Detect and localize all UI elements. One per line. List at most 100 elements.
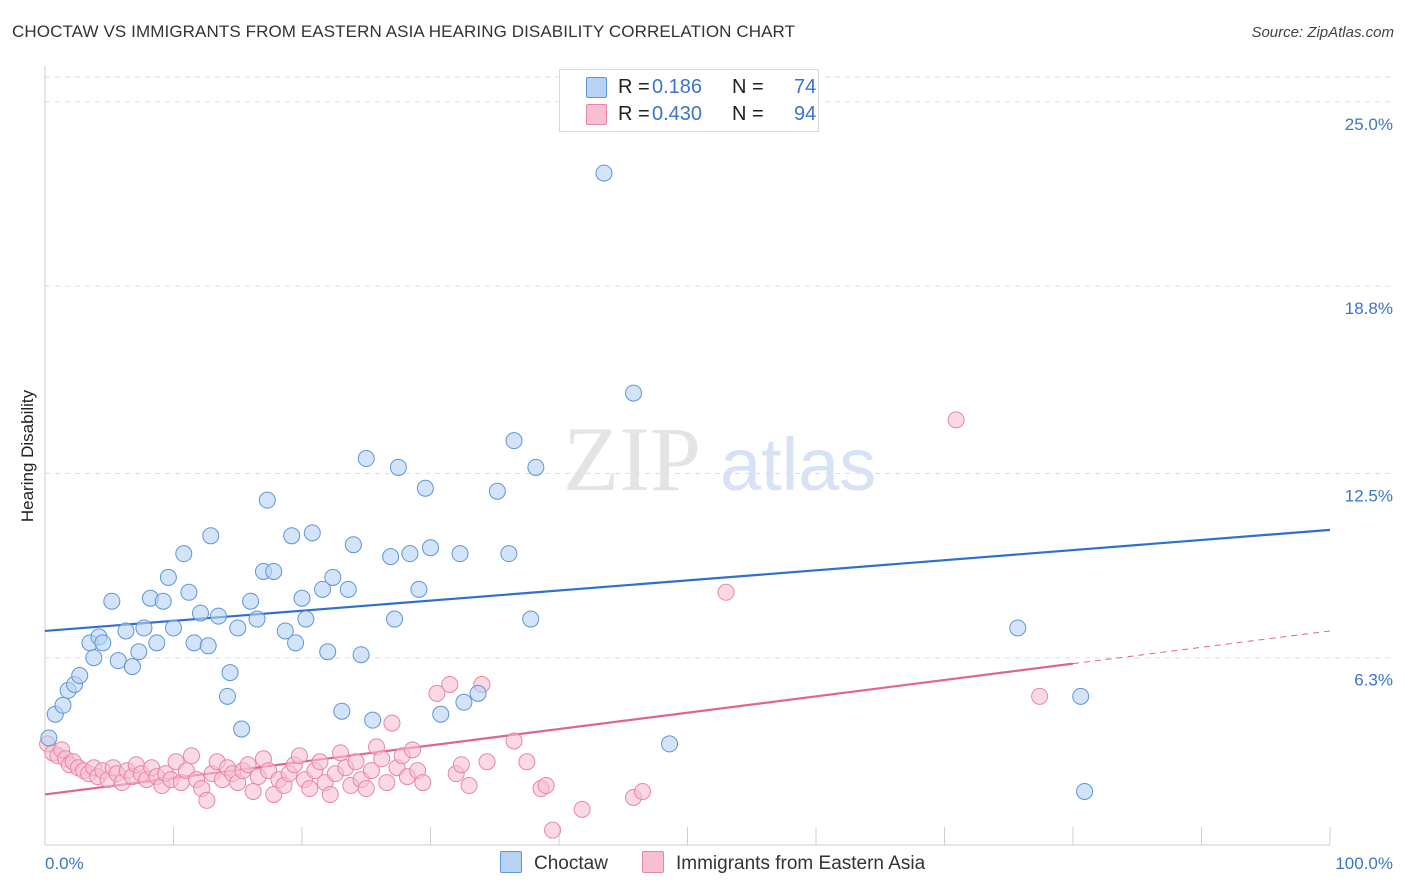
choctaw-point <box>191 604 209 622</box>
immigrants-point <box>1031 687 1049 705</box>
choctaw-point <box>199 637 217 655</box>
watermark-atlas: atlas <box>720 423 876 506</box>
chart-source: Source: ZipAtlas.com <box>1251 24 1394 41</box>
chart-title: CHOCTAW VS IMMIGRANTS FROM EASTERN ASIA … <box>12 22 796 41</box>
choctaw-point <box>117 622 135 640</box>
immigrants-point <box>182 747 200 765</box>
choctaw-point <box>1009 619 1027 637</box>
choctaw-point <box>154 592 172 610</box>
immigrants-point <box>378 774 396 792</box>
choctaw-point <box>233 720 251 738</box>
immigrants-point <box>301 780 319 798</box>
choctaw-point <box>165 619 182 637</box>
choctaw-point <box>324 568 342 586</box>
choctaw-point <box>148 634 166 652</box>
choctaw-trend-line <box>44 528 1331 633</box>
choctaw-point <box>469 684 487 702</box>
choctaw-point <box>382 548 400 566</box>
x-tick-label: 0.0% <box>45 854 84 873</box>
legend-r-label: R = <box>618 76 650 98</box>
choctaw-point <box>209 607 227 625</box>
choctaw-point <box>303 524 321 542</box>
choctaw-point <box>130 643 148 661</box>
legend-n-label: N = <box>732 76 764 98</box>
choctaw-point <box>258 491 276 509</box>
bottom-legend-label-choctaw: Choctaw <box>534 853 608 874</box>
choctaw-point <box>333 702 351 720</box>
choctaw-point <box>218 687 236 705</box>
choctaw-point <box>287 634 305 652</box>
immigrants-point <box>452 756 470 774</box>
choctaw-point <box>416 479 434 497</box>
immigrants-point <box>478 753 496 771</box>
choctaw-point <box>339 580 357 598</box>
watermark-zip: ZIP <box>563 408 701 510</box>
legend-swatch-choctaw <box>586 77 607 98</box>
immigrants-point <box>414 774 432 792</box>
choctaw-point <box>229 619 247 637</box>
immigrants-point <box>717 583 735 601</box>
y-tick-label: 12.5% <box>1345 486 1393 505</box>
immigrants-point <box>573 800 591 818</box>
choctaw-point <box>522 610 540 628</box>
choctaw-point <box>283 527 301 545</box>
choctaw-point <box>401 545 419 563</box>
immigrants-point <box>428 684 446 702</box>
immigrants-point <box>518 753 536 771</box>
gridlines <box>45 76 1393 659</box>
correlation-legend: R = 0.186 N = 74 R = 0.430 N = 94 <box>559 69 819 132</box>
choctaw-point <box>527 458 545 476</box>
choctaw-point <box>319 643 337 661</box>
data-points <box>39 164 1094 839</box>
choctaw-point <box>293 589 311 607</box>
choctaw-point <box>455 693 473 711</box>
choctaw-point <box>123 658 141 676</box>
choctaw-point <box>389 458 407 476</box>
immigrants-point <box>947 411 965 429</box>
immigrants-point <box>441 675 459 693</box>
choctaw-point <box>71 667 89 685</box>
y-tick-label: 25.0% <box>1345 115 1393 134</box>
legend-r-label: R = <box>618 103 650 125</box>
immigrants-point <box>321 785 339 803</box>
immigrants-point <box>357 780 375 798</box>
immigrants-point <box>544 821 562 839</box>
immigrants-point <box>404 741 422 759</box>
choctaw-point <box>103 592 121 610</box>
trend-lines <box>44 528 1331 796</box>
legend-n-label: N = <box>732 103 764 125</box>
immigrants-trend-extension <box>1072 630 1331 665</box>
immigrants-point <box>311 753 329 771</box>
choctaw-point <box>175 545 193 563</box>
choctaw-point <box>1076 782 1094 800</box>
choctaw-point <box>364 711 382 729</box>
choctaw-point <box>185 634 203 652</box>
choctaw-point <box>432 705 450 723</box>
choctaw-point <box>352 646 370 664</box>
choctaw-point <box>109 652 127 670</box>
choctaw-point <box>248 610 266 628</box>
choctaw-point <box>135 619 153 637</box>
choctaw-point <box>85 649 103 667</box>
choctaw-point <box>265 562 283 580</box>
choctaw-point <box>276 622 294 640</box>
immigrants-point <box>239 756 257 774</box>
bottom-legend-swatch-choctaw <box>500 851 522 873</box>
choctaw-point <box>625 384 643 402</box>
choctaw-point <box>54 696 72 714</box>
y-tick-label: 6.3% <box>1354 671 1393 690</box>
choctaw-point <box>159 568 177 586</box>
choctaw-point <box>202 527 220 545</box>
choctaw-point <box>488 482 506 500</box>
choctaw-point <box>386 610 404 628</box>
choctaw-point <box>297 610 315 628</box>
bottom-legend-immigrants: Immigrants from Eastern Asia <box>642 851 925 877</box>
choctaw-point <box>451 545 469 563</box>
immigrants-point <box>198 791 216 809</box>
immigrants-point <box>537 777 555 795</box>
immigrants-point <box>332 744 350 762</box>
choctaw-point <box>180 583 198 601</box>
choctaw-point <box>505 432 523 450</box>
choctaw-point <box>595 164 613 182</box>
